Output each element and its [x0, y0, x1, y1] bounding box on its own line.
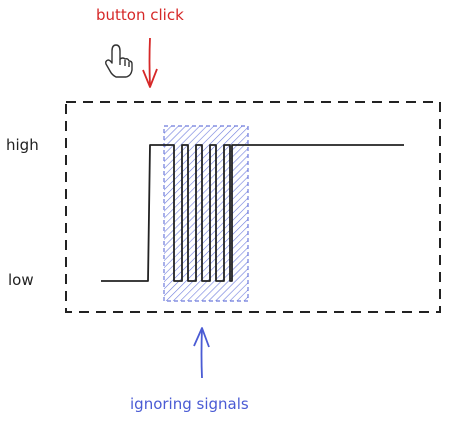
button-click-arrow: [142, 37, 158, 88]
hand-pointer-icon: [105, 44, 133, 78]
ignoring-signals-annotation: ignoring signals: [130, 395, 249, 413]
button-click-annotation: button click: [96, 6, 184, 24]
timing-window-frame: [65, 101, 441, 313]
high-level-label: high: [6, 136, 39, 154]
low-level-label: low: [8, 271, 34, 289]
ignoring-signals-arrow: [193, 327, 210, 379]
ignore-region: [163, 125, 249, 302]
signal-trace: [101, 144, 404, 282]
